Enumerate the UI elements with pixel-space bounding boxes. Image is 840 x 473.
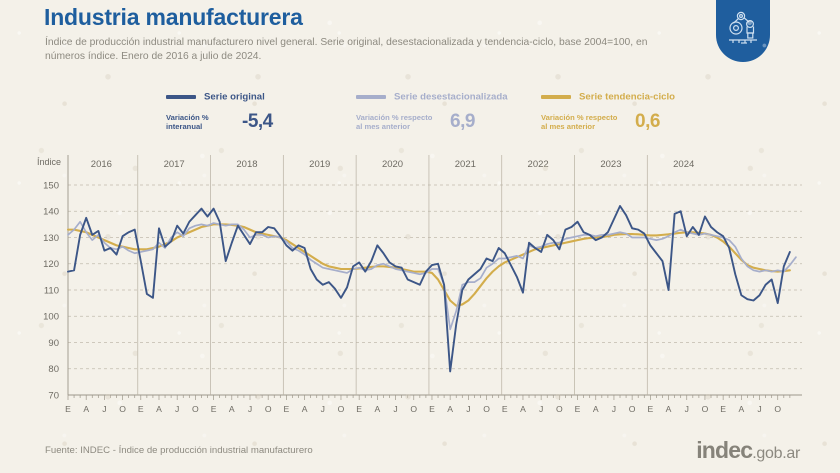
x-year-label: 2023 (600, 159, 621, 170)
x-month-tick-label: O (774, 404, 781, 414)
x-month-tick-label: O (629, 404, 636, 414)
x-month-tick-label: E (429, 404, 435, 414)
x-month-tick-label: O (192, 404, 199, 414)
x-month-tick-label: E (356, 404, 362, 414)
x-month-tick-label: E (65, 404, 71, 414)
legend-label-serie-original: Serie original (204, 91, 265, 103)
x-month-tick-label: J (102, 404, 106, 414)
series-line (66, 223, 791, 307)
y-tick-label: 90 (48, 338, 59, 349)
series-line (67, 205, 791, 373)
legend-swatch-serie-desestacionalizada (356, 94, 386, 99)
x-year-label: 2017 (164, 159, 185, 170)
legend-caption-serie-tendencia-ciclo: Variación % respecto al mes anterior (541, 113, 627, 131)
x-month-tick-label: O (702, 404, 709, 414)
y-tick-label: 100 (43, 312, 59, 323)
legend-caption-serie-original: Variación % interanual (166, 113, 228, 131)
source-note: Fuente: INDEC - Índice de producción ind… (45, 445, 313, 456)
legend-serie-tendencia-ciclo: Serie tendencia-ciclo Variación % respec… (541, 88, 675, 133)
y-tick-label: 150 (43, 180, 59, 191)
x-month-tick-label: E (211, 404, 217, 414)
x-month-tick-label: A (666, 404, 672, 414)
x-month-tick-label: J (539, 404, 543, 414)
x-month-tick-label: O (119, 404, 126, 414)
industry-badge (716, 0, 770, 62)
legend-caption-serie-desestacionalizada: Variación % respecto al mes anterior (356, 113, 442, 131)
legend-value-serie-tendencia-ciclo: 0,6 (635, 111, 660, 132)
legend-serie-original: Serie original Variación % interanual -5… (166, 88, 273, 133)
legend-caption-line1: Variación % respecto (541, 113, 618, 122)
x-month-tick-label: A (156, 404, 162, 414)
x-month-tick-label: O (338, 404, 345, 414)
x-month-tick-label: J (248, 404, 252, 414)
x-year-label: 2020 (382, 159, 403, 170)
x-month-tick-label: J (612, 404, 616, 414)
x-year-label: 2018 (236, 159, 257, 170)
x-month-tick-label: O (410, 404, 417, 414)
x-month-tick-label: J (175, 404, 179, 414)
series-line (67, 220, 797, 331)
x-month-tick-label: E (575, 404, 581, 414)
x-month-tick-label: A (229, 404, 235, 414)
x-month-tick-label: A (447, 404, 453, 414)
y-tick-label: 70 (48, 390, 59, 401)
x-month-tick-label: E (647, 404, 653, 414)
x-month-tick-label: E (284, 404, 290, 414)
x-month-tick-label: J (757, 404, 761, 414)
legend-caption-line1: Variación % respecto (356, 113, 433, 122)
legend-value-serie-original: -5,4 (242, 111, 273, 132)
x-month-tick-label: E (502, 404, 508, 414)
x-month-tick-label: O (265, 404, 272, 414)
x-month-tick-label: J (685, 404, 689, 414)
x-month-tick-label: O (556, 404, 563, 414)
x-month-tick-label: A (738, 404, 744, 414)
brand-name: indec (696, 437, 753, 463)
x-month-tick-label: J (393, 404, 397, 414)
legend-caption-line2: al mes anterior (356, 122, 411, 131)
x-year-label: 2024 (673, 159, 694, 170)
page-title: Industria manufacturera (44, 4, 303, 30)
legend-label-serie-desestacionalizada: Serie desestacionalizada (394, 91, 508, 103)
legend-value-serie-desestacionalizada: 6,9 (450, 111, 475, 132)
x-month-tick-label: O (483, 404, 490, 414)
legend-swatch-serie-tendencia-ciclo (541, 94, 571, 99)
legend-label-serie-tendencia-ciclo: Serie tendencia-ciclo (579, 91, 675, 103)
y-tick-label: 110 (44, 285, 59, 296)
brand-domain: .gob.ar (752, 445, 800, 462)
y-tick-label: 130 (43, 233, 59, 244)
x-month-tick-label: E (138, 404, 144, 414)
x-year-label: 2021 (455, 159, 476, 170)
x-month-tick-label: J (321, 404, 325, 414)
legend-caption-line2: interanual (166, 122, 203, 131)
line-chart: 70 80 90 100 110 120 130 140 150 2016 2017 2018 2019… (0, 150, 840, 420)
y-tick-label: 80 (48, 364, 59, 375)
x-month-tick-label: A (593, 404, 599, 414)
x-month-tick-label: A (520, 404, 526, 414)
x-month-tick-label: J (466, 404, 470, 414)
x-month-tick-label: E (720, 404, 726, 414)
x-month-tick-label: A (375, 404, 381, 414)
y-tick-label: 120 (43, 259, 59, 270)
x-month-tick-label: A (83, 404, 89, 414)
legend-swatch-serie-original (166, 94, 196, 99)
x-year-label: 2022 (528, 159, 549, 170)
legend-serie-desestacionalizada: Serie desestacionalizada Variación % res… (356, 88, 508, 133)
x-month-tick-label: A (302, 404, 308, 414)
legend-caption-line1: Variación % (166, 113, 209, 122)
legend-caption-line2: al mes anterior (541, 122, 596, 131)
x-year-label: 2019 (309, 159, 330, 170)
y-axis-title: Índice (37, 157, 62, 167)
y-tick-label: 140 (43, 207, 59, 218)
indec-logo: indec.gob.ar (696, 437, 800, 464)
page-subtitle: Índice de producción industrial manufact… (45, 37, 648, 62)
x-year-label: 2016 (91, 159, 112, 170)
